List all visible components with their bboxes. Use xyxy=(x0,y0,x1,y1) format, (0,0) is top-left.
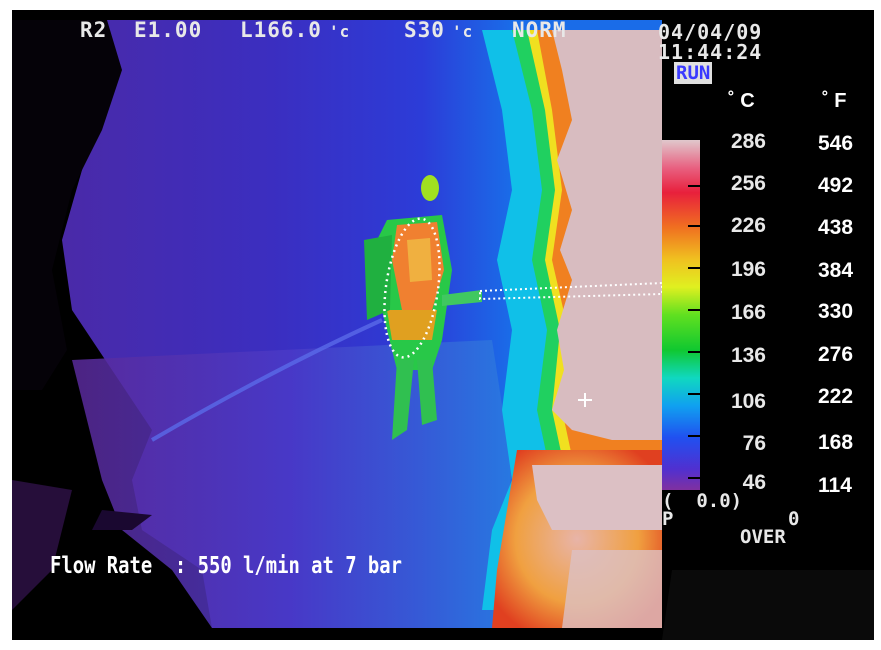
fahrenheit-tick-label: 330 xyxy=(818,300,854,323)
osd-p-label: P xyxy=(662,508,674,530)
celsius-unit-label: ˚ C xyxy=(728,90,755,112)
osd-over: OVER xyxy=(740,526,786,548)
osd-p-value: 0 xyxy=(788,508,800,530)
osd-span-unit: 'c xyxy=(452,22,474,41)
color-bar-ticks xyxy=(688,185,700,479)
flow-rate-caption: Flow Rate : 550 l/min at 7 bar xyxy=(50,553,402,579)
fahrenheit-tick-label: 276 xyxy=(818,343,854,366)
fahrenheit-tick-label: 384 xyxy=(818,259,854,282)
celsius-tick-label: 286 xyxy=(730,130,766,153)
osd-ambient: ( 0.0) xyxy=(662,490,743,512)
celsius-tick-label: 226 xyxy=(730,214,766,237)
fahrenheit-tick-label: 546 xyxy=(818,132,854,155)
crosshair xyxy=(578,393,592,407)
celsius-tick-label: 76 xyxy=(742,432,766,455)
osd-time: 11:44:24 xyxy=(658,40,763,64)
osd-emissivity: E1.00 xyxy=(134,18,203,42)
fahrenheit-tick-label: 168 xyxy=(818,431,854,454)
fahrenheit-tick-label: 114 xyxy=(818,474,852,497)
osd-range: R2 xyxy=(80,18,108,42)
osd-span: S30 xyxy=(404,18,445,42)
fahrenheit-tick-label: 438 xyxy=(818,216,854,239)
dotted-ellipse-overlay xyxy=(383,217,441,359)
fahrenheit-unit-label: ˚ F xyxy=(822,90,847,112)
thermal-screen: R2 E1.00 L166.0 'c S30 'c NORM 04/04/09 … xyxy=(12,10,874,640)
dotted-beam-overlay xyxy=(479,281,663,301)
dark-patch-left xyxy=(12,20,122,390)
hot-wall xyxy=(552,30,662,440)
firefighter-figure xyxy=(150,175,482,442)
temperature-color-bar xyxy=(662,140,700,490)
celsius-tick-label: 166 xyxy=(730,301,766,324)
fahrenheit-tick-label: 222 xyxy=(818,385,854,408)
celsius-tick-label: 256 xyxy=(730,172,766,195)
celsius-tick-label: 136 xyxy=(730,344,766,367)
osd-date: 04/04/09 xyxy=(658,20,763,44)
osd-level-unit: 'c xyxy=(329,22,351,41)
fahrenheit-tick-label: 492 xyxy=(818,174,854,197)
thermal-image xyxy=(12,10,874,640)
celsius-tick-label: 196 xyxy=(730,258,766,281)
osd-status: RUN xyxy=(674,62,713,84)
celsius-tick-label: 106 xyxy=(730,390,766,413)
osd-level: L166.0 xyxy=(240,18,322,42)
celsius-tick-label: 46 xyxy=(742,471,766,494)
osd-mode: NORM xyxy=(512,18,567,42)
